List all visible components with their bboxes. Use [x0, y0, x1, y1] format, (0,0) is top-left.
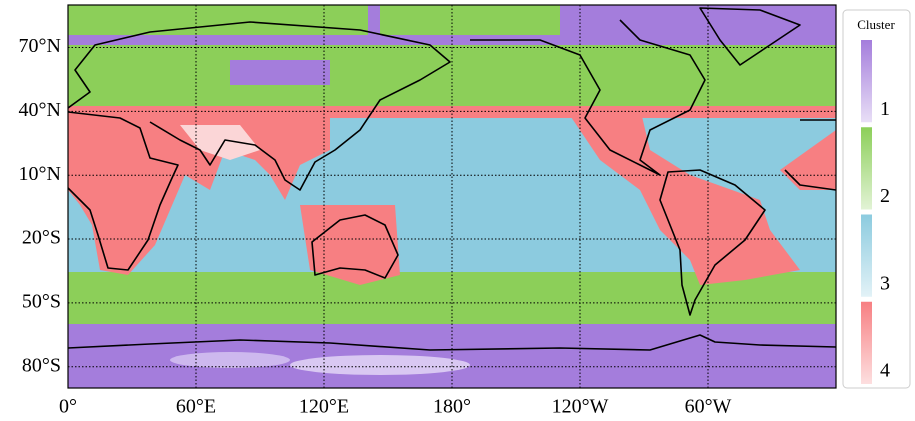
y-tick-label: 50°S [22, 290, 61, 312]
legend-swatch [861, 127, 872, 210]
legend-label: 3 [880, 272, 890, 294]
y-tick-label: 70°N [19, 35, 61, 57]
coastline [311, 214, 399, 279]
x-tick-label: 0° [59, 396, 77, 418]
coastline [68, 111, 179, 271]
cluster-patch [180, 125, 260, 160]
y-tick-label: 10°N [19, 163, 61, 185]
axes: 0° 60°E 120°E 180° 120°W 60°W 70°N 40°N 10°N 20°S… [19, 35, 732, 417]
x-tick-label: 60°E [176, 396, 216, 418]
cluster-patch [170, 352, 290, 368]
y-tick-label: 40°N [19, 99, 61, 121]
cluster-patch [290, 355, 470, 375]
coastline [699, 7, 801, 66]
cluster-region [565, 108, 800, 285]
legend-swatch [861, 40, 872, 123]
y-tick-label: 20°S [22, 227, 61, 249]
x-tick-label: 60°W [685, 396, 732, 418]
x-tick-label: 120°W [552, 396, 609, 418]
legend-label: 1 [880, 98, 890, 120]
cluster-map [68, 5, 836, 388]
cluster-band [380, 5, 560, 35]
x-tick-label: 180° [433, 396, 471, 418]
cluster-patch [230, 60, 330, 85]
legend-swatch [861, 214, 872, 297]
graticule [68, 5, 836, 388]
legend-title: Cluster [857, 17, 895, 32]
legend-label: 2 [880, 185, 890, 207]
coastline [68, 21, 451, 191]
cluster-band [68, 5, 368, 35]
legend-box [842, 9, 911, 389]
map-frame [67, 4, 837, 389]
cluster-region [300, 205, 400, 285]
legend-swatch [861, 301, 872, 384]
coastline [659, 169, 766, 316]
coastline [68, 334, 836, 351]
y-tick-label: 80°S [22, 354, 61, 376]
legend-label: 4 [880, 360, 890, 382]
x-tick-label: 120°E [299, 396, 349, 418]
legend: 1 2 3 4 [861, 40, 890, 384]
